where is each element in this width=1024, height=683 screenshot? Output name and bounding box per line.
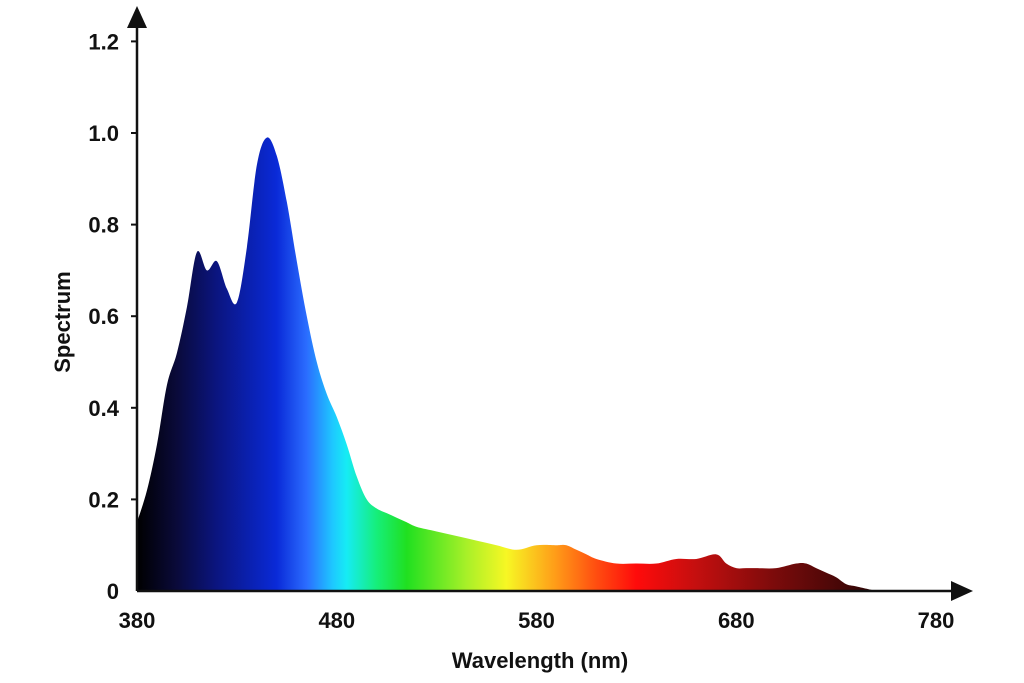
x-axis-ticks: 380 480 580 680 780: [119, 608, 955, 633]
x-tick-label: 780: [918, 608, 955, 633]
y-tick-label: 1.2: [88, 29, 119, 54]
x-tick-label: 480: [318, 608, 355, 633]
y-axis-arrow-icon: [127, 6, 147, 28]
x-axis-arrow-icon: [951, 581, 973, 601]
y-tick-label: 0.8: [88, 213, 119, 238]
x-tick-label: 380: [119, 608, 156, 633]
y-axis-title: Spectrum: [50, 271, 75, 372]
y-tick-label: 1.0: [88, 121, 119, 146]
x-tick-label: 680: [718, 608, 755, 633]
y-tick-label: 0: [107, 579, 119, 604]
y-tick-label: 0.2: [88, 487, 119, 512]
y-axis-ticks: 0 0.2 0.4 0.6 0.8 1.0 1.2: [88, 29, 137, 604]
y-tick-label: 0.6: [88, 304, 119, 329]
y-tick-label: 0.4: [88, 396, 119, 421]
x-tick-label: 580: [518, 608, 555, 633]
x-axis-title: Wavelength (nm): [452, 648, 628, 673]
spectrum-area: [137, 137, 877, 592]
